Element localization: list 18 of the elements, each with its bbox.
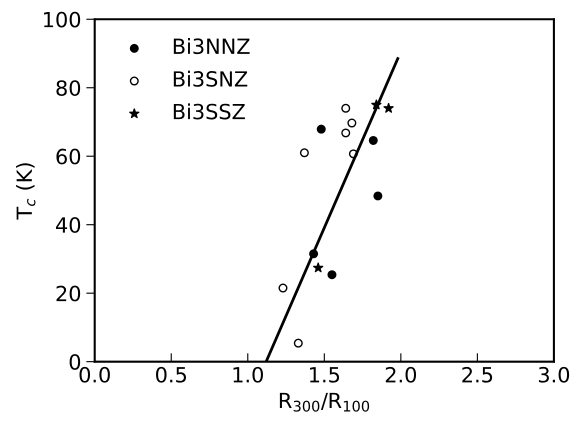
y-tick-label: 40 <box>56 217 80 233</box>
x-tick-label: 0.0 <box>80 366 110 383</box>
legend-label: Bi3SSZ <box>174 103 245 120</box>
x-tick-label: 2.0 <box>386 366 416 383</box>
y-tick-label: 20 <box>56 286 80 302</box>
y-tick-label: 0 <box>70 354 80 370</box>
x-tick-label: 0.5 <box>156 366 186 383</box>
y-tick-label: 100 <box>44 12 80 28</box>
legend-label: Bi3NNZ <box>174 38 250 54</box>
y-tick-label: 60 <box>56 148 80 164</box>
y-axis-title: T$_{c}$ (K) <box>16 163 36 220</box>
y-tick-label: 80 <box>56 80 80 96</box>
x-axis-title: R$_{300}$/R$_{100}$ <box>280 392 370 412</box>
x-tick-label: 1.5 <box>310 367 340 383</box>
x-tick-label: 2.5 <box>462 366 492 383</box>
x-tick-label: 1.0 <box>234 366 263 383</box>
x-tick-label: 3.0 <box>538 366 570 383</box>
legend-label: Bi3SNZ <box>174 70 248 87</box>
